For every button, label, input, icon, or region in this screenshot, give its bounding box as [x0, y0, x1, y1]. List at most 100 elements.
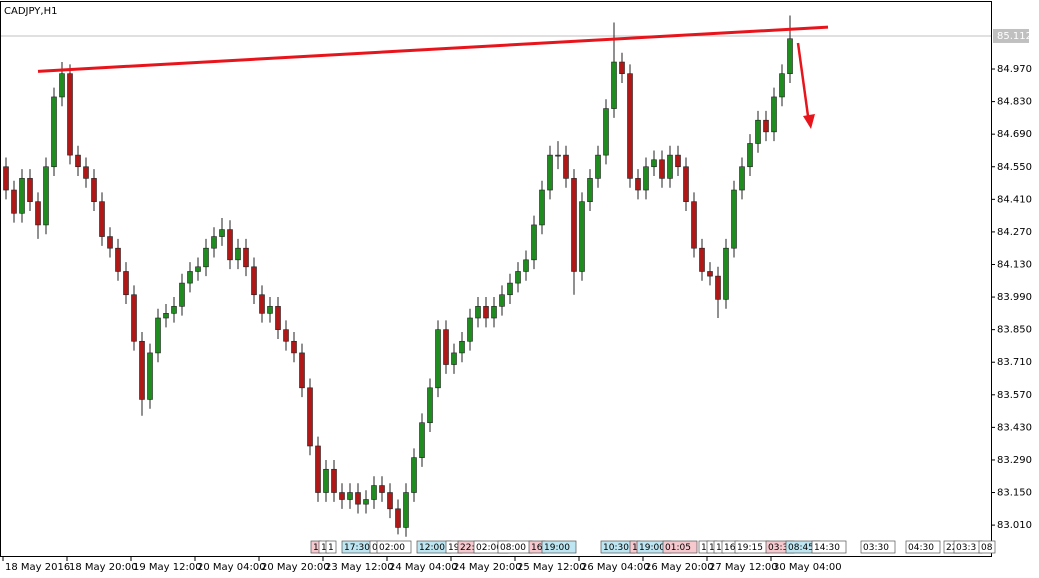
candle-body: [307, 387, 313, 447]
candle-body: [347, 492, 353, 500]
event-label: 1: [328, 543, 334, 553]
candle-body: [187, 271, 193, 284]
candle-body: [539, 189, 545, 226]
candle-body: [323, 468, 329, 493]
candle-body: [763, 119, 769, 133]
candle-body: [563, 154, 569, 179]
candle-body: [267, 306, 273, 314]
candle-body: [659, 159, 665, 179]
candle-body: [339, 492, 345, 500]
candle-body: [67, 73, 73, 156]
event-label: 03:30: [863, 543, 889, 553]
y-tick-label: 83.850: [997, 325, 1032, 336]
candle-body: [587, 178, 593, 202]
candle-body: [219, 229, 225, 237]
candle-body: [3, 166, 9, 191]
candle-body: [747, 143, 753, 168]
candle-body: [507, 282, 513, 296]
event-box: [978, 540, 996, 554]
candle-body: [283, 329, 289, 342]
candle-body: [531, 224, 537, 261]
y-tick-label: 84.970: [997, 64, 1032, 75]
candle-body: [123, 271, 129, 296]
plot-frame: [0, 1, 992, 557]
candle-body: [107, 236, 113, 249]
candle-body: [683, 166, 689, 202]
candle-body: [435, 329, 441, 389]
event-label: 1: [313, 543, 319, 553]
candle-body: [787, 38, 793, 74]
y-tick-label: 84.270: [997, 227, 1032, 238]
y-tick-label: 84.690: [997, 129, 1032, 140]
candle-body: [91, 178, 97, 202]
candle-body: [131, 294, 137, 342]
event-box: [325, 540, 337, 554]
x-tick-label: 24 May 04:00: [389, 562, 458, 573]
candle-body: [19, 178, 25, 214]
candle-body: [755, 119, 761, 144]
y-tick-label: 83.710: [997, 357, 1032, 368]
candle-body: [115, 247, 121, 272]
candle-body: [691, 201, 697, 249]
event-label: 19:15: [737, 543, 763, 553]
candle-body: [395, 508, 401, 528]
x-tick-label: 30 May 04:00: [773, 562, 842, 573]
candle-body: [315, 445, 321, 493]
candle-body: [371, 485, 377, 500]
event-box: [811, 540, 847, 554]
event-label: 1: [632, 543, 638, 553]
y-tick-label: 84.130: [997, 259, 1032, 270]
candle-body: [163, 313, 169, 319]
candle-body: [35, 201, 41, 226]
x-tick-label: 25 May 12:00: [517, 562, 586, 573]
current-price-label: 85.112: [997, 31, 1032, 42]
event-label: 0: [372, 543, 378, 553]
event-label: 04:30: [908, 543, 934, 553]
candle-body: [251, 266, 257, 296]
candle-body: [467, 317, 473, 342]
candle-body: [27, 178, 33, 202]
event-label: 22: [946, 543, 957, 553]
x-tick-label: 26 May 20:00: [645, 562, 714, 573]
candle-body: [419, 422, 425, 458]
x-tick-label: 19 May 12:00: [133, 562, 202, 573]
x-tick-label: 27 May 12:00: [709, 562, 778, 573]
x-tick-label: 18 May 20:00: [69, 562, 138, 573]
candle-body: [731, 189, 737, 249]
y-tick-label: 83.570: [997, 390, 1032, 401]
candle-body: [723, 247, 729, 300]
event-box: [662, 540, 698, 554]
candle-body: [235, 247, 241, 261]
chart-title: CADJPY,H1: [4, 6, 57, 17]
candle-body: [155, 317, 161, 354]
candle-body: [83, 166, 89, 179]
candle-body: [75, 154, 81, 168]
candle-body: [651, 159, 657, 168]
candle-body: [139, 340, 145, 400]
arrow-shaft: [796, 42, 810, 117]
candle-body: [299, 352, 305, 389]
candle-body: [59, 73, 65, 98]
event-label: 02:00: [476, 543, 502, 553]
x-tick-label: 20 May 20:00: [261, 562, 330, 573]
event-label: 17:30: [344, 543, 370, 553]
event-label: 16: [724, 543, 736, 553]
event-box: [541, 540, 577, 554]
candle-body: [171, 306, 177, 314]
candle-body: [291, 340, 297, 354]
candle-body: [211, 236, 217, 249]
candle-body: [275, 306, 281, 330]
event-label: 1: [321, 543, 327, 553]
candle-body: [491, 306, 497, 319]
event-label: 14:30: [814, 543, 840, 553]
candle-body: [699, 247, 705, 272]
candle-body: [779, 73, 785, 98]
candle-body: [771, 96, 777, 133]
candle-body: [459, 340, 465, 354]
x-tick-label: 20 May 04:00: [197, 562, 266, 573]
event-label: 02:00: [379, 543, 405, 553]
y-tick-label: 83.290: [997, 455, 1032, 466]
candle-body: [579, 201, 585, 272]
candle-body: [523, 259, 529, 272]
candle-body: [635, 178, 641, 191]
